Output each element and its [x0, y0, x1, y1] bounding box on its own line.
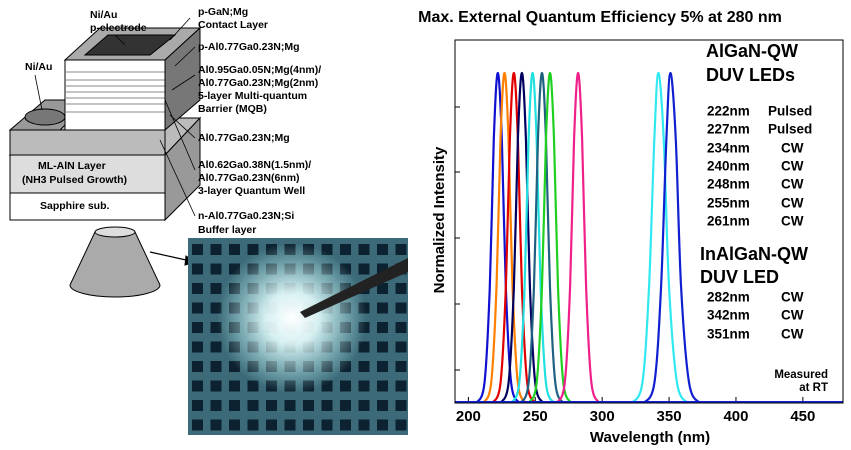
spectrum-line [555, 71, 601, 404]
legend-entry: 261nm [707, 214, 750, 229]
legend-entry: 351nm [707, 327, 750, 342]
diagram-label: Al0.77Ga0.23N(6nm) [198, 172, 300, 184]
legend-entry: 255nm [707, 196, 750, 211]
legend-heading: DUV LEDs [706, 65, 795, 85]
spectrum-line [642, 71, 701, 404]
plot-frame [454, 39, 844, 404]
legend-entry: 222nm [707, 104, 750, 119]
legend-entry: 342nm [707, 308, 750, 323]
legend-entry: 240nm [707, 159, 750, 174]
spectrum-line [510, 71, 556, 404]
legend-entry: 227nm [707, 122, 750, 137]
x-tick-label: 350 [657, 408, 682, 425]
legend-entry: 248nm [707, 177, 750, 192]
note: at RT [799, 382, 828, 394]
diagram-label: 3-layer Quantum Well [198, 185, 305, 197]
diagram-label: ML-AlN Layer [38, 160, 106, 172]
x-tick-label: 300 [590, 408, 615, 425]
diagram-label: Ni/Au [90, 9, 117, 21]
x-tick-label: 450 [790, 408, 815, 425]
spectrum-line [482, 71, 527, 404]
spectrum-line [475, 71, 521, 404]
spectrum-line [527, 71, 573, 404]
diagram-label: Contact Layer [198, 19, 268, 31]
legend-entry: 282nm [707, 290, 750, 305]
x-axis-label: Wavelength (nm) [590, 429, 710, 446]
diagram-label: Al0.95Ga0.05N;Mg(4nm)/ [198, 64, 321, 76]
legend-heading: DUV LED [700, 267, 779, 287]
chart-title: Max. External Quantum Efficiency 5% at 2… [418, 9, 782, 26]
device-diagram [8, 17, 202, 298]
diagram-label: Barrier (MQB) [198, 103, 267, 115]
x-tick-label: 400 [723, 408, 748, 425]
diagram-label: n-Al0.77Ga0.23N;Si [198, 210, 294, 222]
legend-mode: Pulsed [768, 104, 812, 119]
diagram-label: (NH3 Pulsed Growth) [22, 174, 127, 186]
legend-mode: CW [781, 177, 804, 192]
diagram-label: 5-layer Multi-quantum [198, 90, 307, 102]
legend-heading: InAlGaN-QW [700, 244, 808, 264]
spectrum-line [491, 71, 537, 404]
legend-mode: CW [781, 159, 804, 174]
diagram-label: Buffer layer [198, 224, 256, 236]
legend-entry: 234nm [707, 141, 750, 156]
legend-mode: CW [781, 214, 804, 229]
legend-mode: CW [781, 290, 804, 305]
diagram-label: Sapphire sub. [40, 200, 110, 212]
legend-mode: CW [781, 141, 804, 156]
diagram-label: Ni/Au [25, 61, 52, 73]
legend-mode: Pulsed [768, 122, 812, 137]
y-axis-label: Normalized Intensity [431, 146, 448, 293]
diagram-label: p-GaN;Mg [198, 6, 248, 18]
diagram-label: Al0.62Ga0.38N(1.5nm)/ [198, 159, 311, 171]
diagram-label: p-Al0.77Ga0.23N;Mg [198, 41, 300, 53]
x-tick-label: 250 [523, 408, 548, 425]
x-tick-label: 200 [456, 408, 481, 425]
legend-mode: CW [781, 308, 804, 323]
diagram-label: p-electrode [90, 22, 147, 34]
spectrum-line [630, 71, 689, 404]
legend-mode: CW [781, 327, 804, 342]
spectrum-line [519, 71, 565, 404]
diagram-label: Al0.77Ga0.23N;Mg(2nm) [198, 77, 318, 89]
legend-heading: AlGaN-QW [706, 41, 798, 61]
diagram-label: Al0.77Ga0.23N;Mg [198, 132, 290, 144]
note: Measured [774, 369, 828, 381]
photo [188, 238, 408, 435]
legend-mode: CW [781, 196, 804, 211]
